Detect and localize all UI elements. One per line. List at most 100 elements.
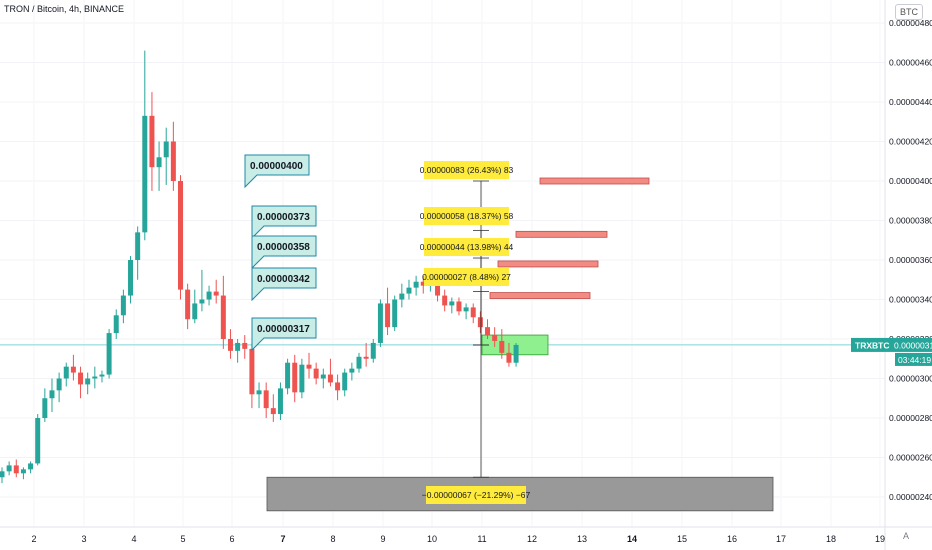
price-tag-bg: [851, 337, 932, 352]
time-tick-label: 11: [477, 534, 486, 544]
candle-body: [42, 398, 48, 418]
time-tick-label: 8: [330, 534, 335, 544]
candle-body: [413, 281, 419, 288]
time-tick-label: 19: [875, 534, 885, 544]
price-callout: 0.00000400: [244, 154, 310, 189]
price-axis[interactable]: 0.00000480 0.00000460 0.00000440 0.00000420…: [851, 0, 932, 550]
candle-body: [456, 301, 462, 312]
measure-label: 0.00000027 (8.48%) 27: [422, 272, 511, 282]
candle-body: [256, 390, 262, 395]
price-tick-label: 0.00000480: [889, 18, 932, 28]
candle-body: [463, 307, 469, 312]
time-axis[interactable]: 2 3 4 5 6 7 8 9 10 11 12 13 14 15 16 17 18 19: [0, 526, 932, 544]
price-tick-label: 0.00000280: [889, 413, 932, 423]
candle-body: [35, 418, 41, 464]
time-tick-label: 5: [180, 534, 185, 544]
candle-body: [142, 115, 148, 233]
time-tick-label: 17: [776, 534, 786, 544]
price-tick-label: 0.00000400: [889, 176, 932, 186]
candle-body: [327, 374, 333, 383]
measure-label-bg: [424, 268, 509, 286]
time-tick-label: 7: [280, 534, 285, 544]
time-tick-label: 12: [527, 534, 537, 544]
candle-body: [263, 390, 269, 409]
candle-body: [213, 291, 219, 296]
candle-body: [235, 342, 241, 351]
candle-body: [170, 141, 176, 181]
candle-body: [392, 299, 398, 328]
currency-button[interactable]: BTC: [895, 4, 923, 20]
time-tick-label: 3: [81, 534, 86, 544]
price-callouts: 0.00000400 0.00000373 0.00000358 0.00000342…: [244, 154, 317, 352]
measure-label: 0.00000058 (18.37%) 58: [420, 211, 514, 221]
resistance-bar: [539, 177, 650, 185]
candle-body: [370, 342, 376, 359]
candle-body: [420, 281, 426, 286]
countdown-bg: [895, 352, 932, 366]
candle-body: [56, 378, 62, 391]
candle-body: [6, 465, 12, 472]
candle-body: [185, 289, 191, 320]
price-tick-label: 0.00000240: [889, 492, 932, 502]
auto-scale-button[interactable]: A: [903, 531, 910, 541]
price-callout: 0.00000317: [251, 317, 317, 352]
price-tick-label: 0.00000420: [889, 137, 932, 147]
callout-label: 0.00000358: [257, 242, 310, 253]
candle-body: [78, 372, 84, 385]
candle-body: [277, 388, 283, 415]
candles-layer: [0, 50, 519, 484]
candle-body: [449, 301, 455, 306]
candle-body: [63, 366, 69, 379]
candle-body: [92, 376, 98, 379]
candle-body: [227, 339, 233, 351]
measure-label: −0.00000067 (−21.29%) −67: [422, 490, 531, 500]
candle-body: [49, 390, 55, 399]
symbol-tag: TRXBTC: [855, 340, 889, 350]
time-tick-label: 15: [677, 534, 687, 544]
candle-body: [156, 157, 162, 168]
time-tick-label: 6: [229, 534, 234, 544]
chart-zones: [266, 177, 774, 512]
time-tick-label: 4: [131, 534, 136, 544]
callout-label: 0.00000342: [257, 274, 310, 285]
time-tick-label: 18: [826, 534, 836, 544]
measure-label: 0.00000044 (13.98%) 44: [420, 242, 514, 252]
candle-body: [13, 465, 19, 474]
candle-body: [178, 181, 183, 290]
price-tick-label: 0.00000380: [889, 216, 932, 226]
candle-body: [292, 362, 298, 393]
time-tick-label: 16: [727, 534, 737, 544]
price-callout: 0.00000373: [251, 205, 317, 240]
candle-body: [99, 374, 105, 377]
price-callout: 0.00000342: [251, 267, 317, 302]
time-tick-label: 2: [31, 534, 36, 544]
candle-body: [485, 327, 491, 336]
candle-body: [306, 364, 312, 369]
candle-body: [135, 232, 141, 260]
resistance-bar: [497, 260, 599, 268]
candle-body: [28, 463, 34, 470]
callout-bubble: [251, 205, 317, 240]
candle-body: [342, 372, 348, 391]
time-tick-label: 9: [380, 534, 385, 544]
candle-body: [113, 315, 119, 334]
time-tick-label: 14: [627, 534, 637, 544]
candle-body: [313, 368, 319, 379]
price-tick-label: 0.00000440: [889, 97, 932, 107]
callout-label: 0.00000400: [250, 161, 303, 172]
candle-body: [363, 356, 369, 359]
candle-body: [206, 291, 212, 300]
candle-body: [499, 340, 505, 353]
candle-body: [385, 303, 391, 328]
resistance-bar: [489, 292, 591, 299]
candle-body: [199, 299, 205, 304]
measure-label-bg: [426, 486, 526, 504]
candle-body: [220, 295, 226, 339]
candle-body: [406, 287, 412, 294]
candle-body: [85, 378, 91, 385]
chart-title: TRON / Bitcoin, 4h, BINANCE: [4, 4, 125, 14]
price-callout: 0.00000358: [251, 235, 317, 270]
candle-body: [249, 348, 255, 395]
candle-body: [0, 471, 5, 478]
